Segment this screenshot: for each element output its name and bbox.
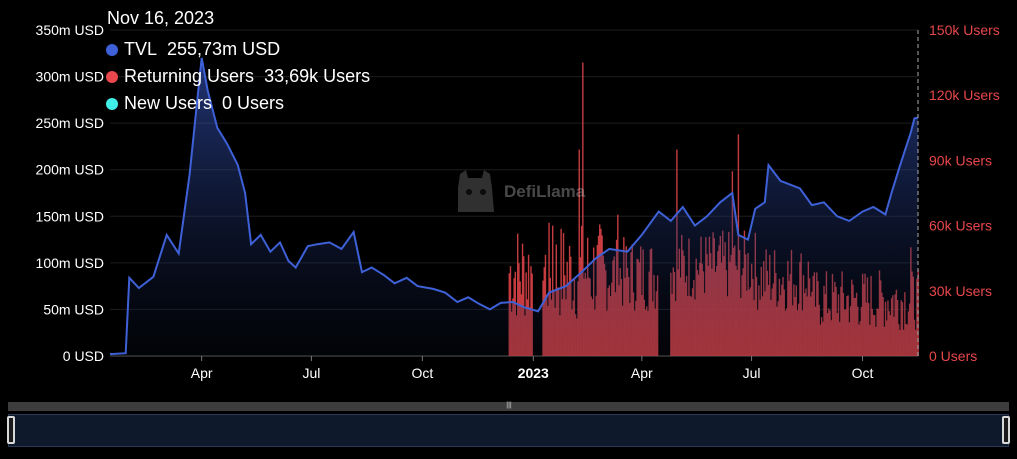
- left-tick-label: 300m USD: [36, 69, 104, 85]
- left-tick-label: 350m USD: [36, 22, 104, 38]
- slider-selected-window[interactable]: [8, 414, 1009, 447]
- x-tick-label: Oct: [852, 365, 874, 381]
- left-tick-label: 0 USD: [63, 348, 104, 364]
- chart-svg: 0 USD 50m USD 100m USD 150m USD 200m USD 250m…: [36, 22, 1000, 381]
- returning-users-bar: [527, 254, 530, 356]
- legend-item-new-users: New Users 0 Users: [106, 90, 370, 117]
- returning-users-bar: [517, 233, 519, 356]
- slider-right-handle[interactable]: [1002, 416, 1010, 444]
- x-axis-ticks: Apr Jul Oct 2023 Apr Jul Oct: [191, 356, 874, 381]
- x-tick-label: 2023: [518, 365, 549, 381]
- legend-value: 255,73m USD: [167, 39, 281, 59]
- legend-label: New Users: [124, 93, 213, 113]
- legend-item-tvl: TVL 255,73m USD: [106, 36, 370, 63]
- time-range-slider[interactable]: |||: [7, 402, 1010, 448]
- returning-users-bar: [521, 243, 524, 356]
- watermark: DefiLlama: [452, 168, 585, 216]
- legend-value: 0 Users: [222, 93, 285, 113]
- tvl-dot-icon: [106, 43, 118, 56]
- x-tick-label: Jul: [743, 365, 761, 381]
- x-tick-label: Apr: [631, 365, 653, 381]
- right-tick-label: 150k Users: [929, 22, 1000, 38]
- right-tick-label: 0 Users: [929, 348, 977, 364]
- legend-label: TVL: [124, 39, 158, 59]
- tooltip-legend: TVL 255,73m USD Returning Users 33,69k U…: [106, 36, 370, 117]
- left-tick-label: 50m USD: [43, 301, 104, 317]
- tvl-line: [109, 57, 919, 356]
- new-users-dot-icon: [106, 97, 118, 110]
- x-tick-label: Apr: [191, 365, 213, 381]
- left-tick-label: 250m USD: [36, 115, 104, 131]
- slider-left-handle[interactable]: [7, 416, 15, 444]
- returning-users-bar: [582, 62, 584, 356]
- right-tick-label: 120k Users: [929, 87, 1000, 103]
- watermark-text: DefiLlama: [504, 182, 586, 201]
- legend-label: Returning Users: [124, 66, 255, 86]
- right-tick-label: 60k Users: [929, 218, 992, 234]
- x-tick-label: Jul: [302, 365, 320, 381]
- left-tick-label: 150m USD: [36, 208, 104, 224]
- returning-users-bar: [548, 222, 550, 356]
- legend-value: 33,69k Users: [264, 66, 371, 86]
- returning-users-dot-icon: [106, 70, 118, 83]
- right-axis-ticks: 0 Users 30k Users 60k Users 90k Users 120k U…: [929, 22, 1000, 364]
- tvl-area: [110, 57, 918, 357]
- returning-users-bar: [578, 149, 580, 356]
- left-axis-ticks: 0 USD 50m USD 100m USD 150m USD 200m USD 250m…: [36, 22, 104, 364]
- legend-item-returning-users: Returning Users 33,69k Users: [106, 63, 370, 90]
- grip-icon[interactable]: |||: [506, 402, 512, 409]
- tooltip-date: Nov 16, 2023: [107, 8, 215, 28]
- x-tick-label: Oct: [411, 365, 433, 381]
- left-tick-label: 200m USD: [36, 162, 104, 178]
- right-tick-label: 90k Users: [929, 152, 992, 168]
- llama-logo-icon: [458, 170, 494, 212]
- right-tick-label: 30k Users: [929, 283, 992, 299]
- slider-drag-bar[interactable]: |||: [8, 402, 1009, 411]
- left-tick-label: 100m USD: [36, 255, 104, 271]
